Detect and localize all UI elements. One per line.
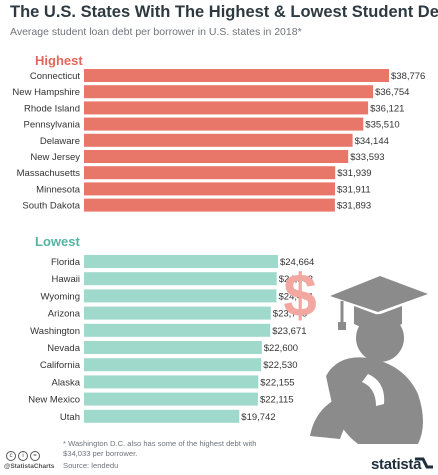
category-label: Delaware xyxy=(40,136,80,147)
category-label: California xyxy=(40,360,81,371)
category-label: Minnesota xyxy=(36,184,81,195)
value-label: $33,593 xyxy=(350,152,384,163)
chart-subtitle: Average student loan debt per borrower i… xyxy=(10,26,302,38)
highest-section-label: Highest xyxy=(35,53,83,68)
value-label: $34,144 xyxy=(355,136,389,147)
category-label: Hawaii xyxy=(51,274,80,285)
lowest-bar xyxy=(84,272,277,286)
footnote: * Washington D.C. also has some of the h… xyxy=(63,439,257,458)
graduate-illustration: $ xyxy=(283,262,428,444)
license-badges[interactable]: c i = xyxy=(6,451,40,461)
category-label: Alaska xyxy=(51,377,80,388)
highest-bar xyxy=(84,69,389,82)
value-label: $31,911 xyxy=(337,184,371,195)
category-label: New Hampshire xyxy=(12,87,80,98)
category-label: Wyoming xyxy=(40,291,80,302)
value-label: $22,600 xyxy=(264,343,298,354)
category-label: South Dakota xyxy=(22,201,80,212)
category-label: Florida xyxy=(51,257,81,268)
lowest-bar xyxy=(84,255,278,268)
value-label: $24,664 xyxy=(280,257,314,268)
value-label: $23,671 xyxy=(272,326,306,337)
value-label: $31,939 xyxy=(337,168,371,179)
lowest-bar xyxy=(84,358,262,372)
value-label: $24,503 xyxy=(279,274,313,285)
lowest-bar xyxy=(84,392,258,406)
statista-logo-icon xyxy=(415,457,433,469)
lowest-section-label: Lowest xyxy=(35,234,80,249)
nd-icon: = xyxy=(30,451,40,461)
value-label: $22,530 xyxy=(263,360,297,371)
category-label: Washington xyxy=(30,326,80,337)
chart-title: The U.S. States With The Highest & Lowes… xyxy=(10,3,438,21)
lowest-bar xyxy=(84,323,271,337)
highest-bar xyxy=(84,198,335,212)
lowest-bar xyxy=(84,409,240,423)
highest-bar xyxy=(84,182,335,196)
highest-bar xyxy=(84,101,369,115)
category-label: Rhode Island xyxy=(24,103,80,114)
value-label: $35,510 xyxy=(365,120,399,131)
social-handle[interactable]: @StatistaCharts xyxy=(4,463,55,470)
svg-text:$: $ xyxy=(283,262,316,329)
source-note: Source: lendedu xyxy=(63,461,119,470)
lowest-bar xyxy=(84,341,262,354)
category-label: Pennsylvania xyxy=(23,120,80,131)
by-icon: i xyxy=(18,451,28,461)
highest-bar xyxy=(84,133,353,147)
value-label: $24,474 xyxy=(279,291,313,302)
value-label: $31,893 xyxy=(337,201,371,212)
graduate-figure-icon xyxy=(310,276,428,444)
highest-bar xyxy=(84,150,349,163)
category-label: Massachusetts xyxy=(17,168,81,179)
highest-bar xyxy=(84,117,364,131)
category-label: New Jersey xyxy=(30,152,80,163)
highest-bar xyxy=(84,166,336,180)
bar-chart: Connecticut $38,776 New Hampshire $36,754 Rh… xyxy=(12,69,425,423)
dollar-sign-icon: $ xyxy=(283,262,316,329)
value-label: $36,121 xyxy=(370,103,404,114)
value-label: $22,155 xyxy=(260,377,294,388)
category-label: Connecticut xyxy=(30,71,81,82)
value-label: $23,748 xyxy=(273,309,307,320)
lowest-bar xyxy=(84,289,277,303)
value-label: $19,742 xyxy=(241,412,275,423)
category-label: New Mexico xyxy=(28,395,80,406)
lowest-bar xyxy=(84,306,271,320)
value-label: $22,115 xyxy=(260,395,294,406)
category-label: Nevada xyxy=(47,343,80,354)
cc-icon: c xyxy=(6,451,16,461)
lowest-bar xyxy=(84,375,259,389)
value-label: $36,754 xyxy=(375,87,409,98)
statista-logo[interactable]: statista xyxy=(371,456,422,473)
highest-bar xyxy=(84,85,374,99)
value-label: $38,776 xyxy=(391,71,425,82)
category-label: Utah xyxy=(60,412,80,423)
category-label: Arizona xyxy=(48,309,81,320)
